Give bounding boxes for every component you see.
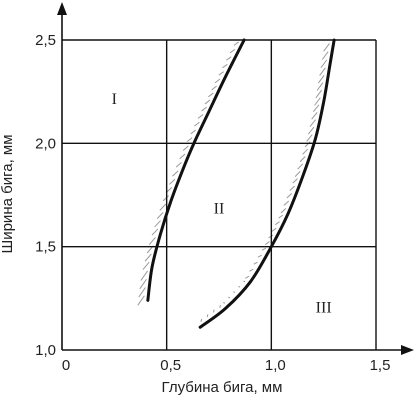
hatch-line — [294, 171, 301, 177]
region-label: I — [112, 91, 117, 108]
hatch-line — [182, 145, 189, 151]
y-tick-label: 1,0 — [35, 342, 56, 359]
y-axis-arrow — [57, 2, 67, 15]
hatch-line — [223, 302, 226, 304]
y-tick-label: 2,0 — [35, 135, 56, 152]
hatch-line — [264, 241, 270, 246]
hatch-line — [222, 63, 228, 69]
x-axis-arrow — [401, 345, 414, 355]
hatch-line — [311, 111, 318, 120]
hatch-line — [307, 126, 315, 135]
hatch-line — [218, 71, 224, 76]
hatch-line — [142, 261, 150, 270]
hatch-line — [245, 275, 250, 279]
hatch-line — [233, 291, 236, 293]
hatch-line — [206, 314, 209, 318]
x-tick-label: 0,5 — [160, 357, 181, 374]
hatch-line — [321, 51, 329, 60]
x-axis-label: Глубина бига, мм — [162, 379, 283, 396]
hatch-line — [314, 97, 321, 106]
hatch-line — [315, 89, 323, 99]
hatch-line — [211, 85, 217, 91]
hatch-line — [278, 214, 284, 219]
hatch-line — [233, 41, 239, 46]
boundary-curve-2 — [198, 38, 336, 329]
hatch-line — [271, 227, 277, 232]
hatch-line — [169, 178, 176, 185]
x-tick-label: 0 — [62, 357, 70, 374]
hatch-line — [212, 309, 215, 313]
hatch-line — [172, 170, 179, 177]
hatch-line — [297, 163, 304, 170]
hatch-line — [302, 148, 309, 155]
hatch-line — [162, 195, 170, 202]
hatch-line — [316, 82, 324, 91]
hatch-line — [156, 212, 164, 219]
hatch-line — [238, 285, 241, 288]
hatch-line — [274, 221, 280, 226]
hatch-line — [186, 137, 193, 143]
hatch-line — [289, 185, 295, 191]
hatch-line — [138, 287, 146, 298]
hatch-line — [319, 67, 326, 76]
axes — [57, 2, 414, 355]
y-tick-label: 2,5 — [35, 32, 56, 49]
hatch-line — [312, 104, 320, 113]
hatch-line — [179, 153, 186, 160]
hatch-line — [229, 48, 236, 54]
hatch-line — [261, 247, 267, 251]
hatch-line — [154, 220, 161, 228]
x-tick-label: 1,0 — [265, 357, 286, 374]
hatch-line — [306, 134, 313, 142]
hatch-line — [175, 162, 182, 168]
hatch-line — [243, 280, 246, 283]
hatch-line — [200, 318, 203, 322]
hatch-line — [151, 228, 159, 236]
hatch-line — [139, 278, 147, 290]
boundary-curve-1 — [146, 38, 246, 302]
hatch-line — [226, 56, 232, 61]
hatch-line — [304, 141, 311, 148]
hatch-line — [317, 74, 325, 84]
hatch-line — [286, 193, 293, 199]
hatch-line — [197, 114, 204, 119]
hatch-line — [208, 92, 214, 98]
hatch-line — [320, 59, 328, 69]
y-axis-label: Ширина бига, мм — [0, 134, 16, 253]
hatch-line — [249, 268, 254, 272]
hatch-line — [144, 253, 152, 262]
hatch-line — [148, 237, 156, 246]
hatch-line — [299, 156, 306, 163]
hatch-line — [228, 296, 231, 299]
hatch-line — [137, 295, 145, 306]
hatch-line — [214, 78, 221, 84]
hatch-line — [204, 99, 211, 105]
hatch-line — [323, 43, 330, 52]
hatch-line — [280, 208, 287, 214]
grid — [62, 39, 377, 350]
hatch-line — [309, 119, 316, 127]
region-label: III — [316, 300, 332, 317]
hatch-line — [219, 304, 221, 308]
hatch-line — [201, 106, 207, 112]
hatch-line — [194, 121, 200, 127]
series — [146, 38, 336, 329]
x-tick-label: 1,5 — [370, 357, 391, 374]
hatch-line — [283, 200, 290, 206]
region-label: II — [214, 200, 225, 217]
y-tick-label: 1,5 — [35, 239, 56, 256]
hatch-line — [253, 261, 258, 265]
hatch-line — [140, 270, 148, 281]
hatch-line — [292, 178, 298, 184]
hatch-line — [257, 254, 262, 258]
hatch-line — [190, 129, 197, 135]
hatch-line — [159, 203, 167, 211]
